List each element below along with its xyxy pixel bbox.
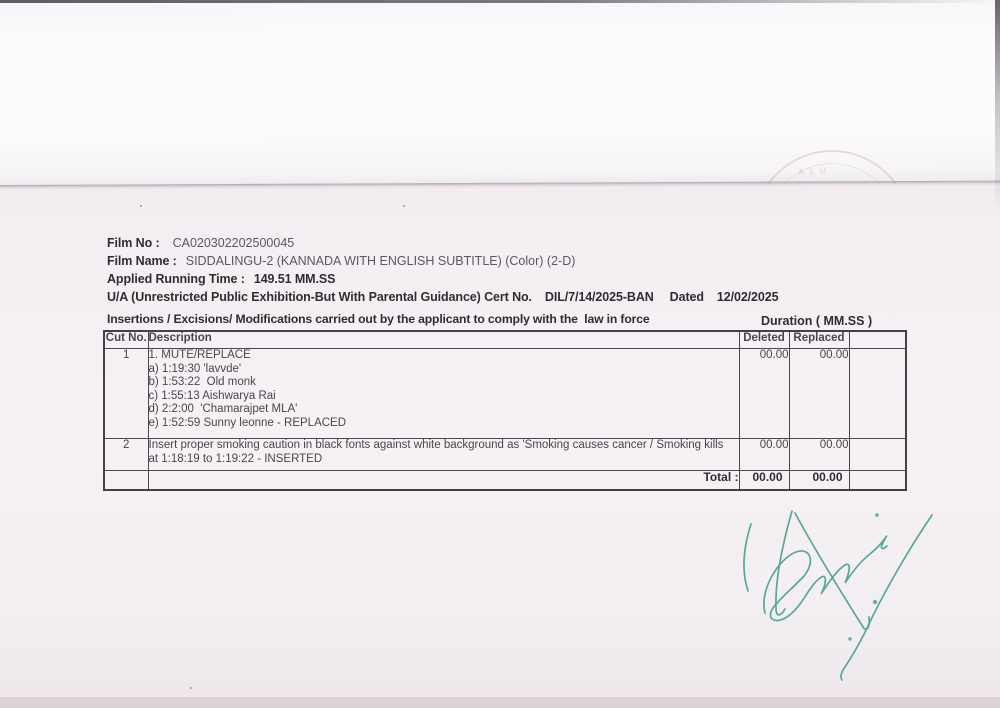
dust-speck [190, 687, 192, 689]
running-time-label: Applied Running Time : [107, 272, 245, 286]
col-header-blank [848, 330, 907, 349]
running-time-line: Applied Running Time : 149.51 MM.SS [107, 272, 335, 286]
replaced-cell: 00.00 [788, 438, 850, 471]
cut-no-cell: 1 [103, 348, 149, 439]
col-header-description: Description [147, 330, 740, 349]
table-row: 1 1. MUTE/REPLACE a) 1:19:30 'lavvde' b)… [103, 348, 907, 439]
certificate-line: U/A (Unrestricted Public Exhibition-But … [107, 290, 779, 304]
cut-list-table: Cut No. Description Deleted Replaced 1 1… [103, 330, 907, 491]
deleted-cell: 00.00 [738, 438, 790, 471]
deleted-cell: 00.00 [738, 348, 790, 439]
total-replaced-cell: 00.00 [788, 470, 850, 490]
col-header-deleted: Deleted [738, 330, 790, 349]
scan-top-edge [0, 0, 1000, 3]
running-time-value: 149.51 MM.SS [253, 272, 336, 286]
cert-no-value: DIL/7/14/2025-BAN [544, 290, 654, 304]
cut-no-cell: 2 [103, 438, 149, 471]
replaced-cell: 00.00 [788, 348, 850, 439]
dust-speck [403, 205, 405, 207]
film-name-value: SIDDALINGU-2 (KANNADA WITH ENGLISH SUBTI… [185, 254, 576, 268]
scan-right-edge [995, 0, 1000, 210]
blank-cell [848, 470, 907, 490]
film-no-label: Film No : [107, 236, 160, 250]
dust-speck [140, 205, 142, 207]
dated-label: Dated [669, 290, 704, 304]
table-total-row: Total : 00.00 00.00 [103, 470, 907, 490]
total-deleted-cell: 00.00 [738, 470, 790, 490]
col-header-cut-no: Cut No. [103, 330, 149, 349]
table-row: 2 Insert proper smoking caution in black… [103, 438, 907, 471]
description-cell: 1. MUTE/REPLACE a) 1:19:30 'lavvde' b) 1… [147, 348, 740, 439]
col-header-replaced: Replaced [788, 330, 850, 349]
film-name-line: Film Name : SIDDALINGU-2 (KANNADA WITH EN… [107, 254, 575, 268]
duration-heading: Duration ( MM.SS ) [761, 314, 873, 328]
cert-text: U/A (Unrestricted Public Exhibition-But … [107, 290, 532, 304]
film-no-value: CA020302202500045 [172, 236, 295, 250]
signature-green-ink [743, 510, 933, 681]
insertions-heading: Insertions / Excisions/ Modifications ca… [107, 312, 650, 326]
blank-cell [848, 348, 907, 439]
description-cell: Insert proper smoking caution in black f… [147, 438, 740, 471]
scan-background [0, 697, 1000, 708]
table-header-row: Cut No. Description Deleted Replaced [103, 330, 907, 349]
blank-cell [103, 470, 149, 490]
blank-cell [848, 438, 907, 471]
total-label: Total : [147, 470, 740, 490]
cert-date-value: 12/02/2025 [716, 290, 779, 304]
film-no-line: Film No : CA020302202500045 [107, 236, 294, 250]
film-name-label: Film Name : [107, 254, 177, 268]
